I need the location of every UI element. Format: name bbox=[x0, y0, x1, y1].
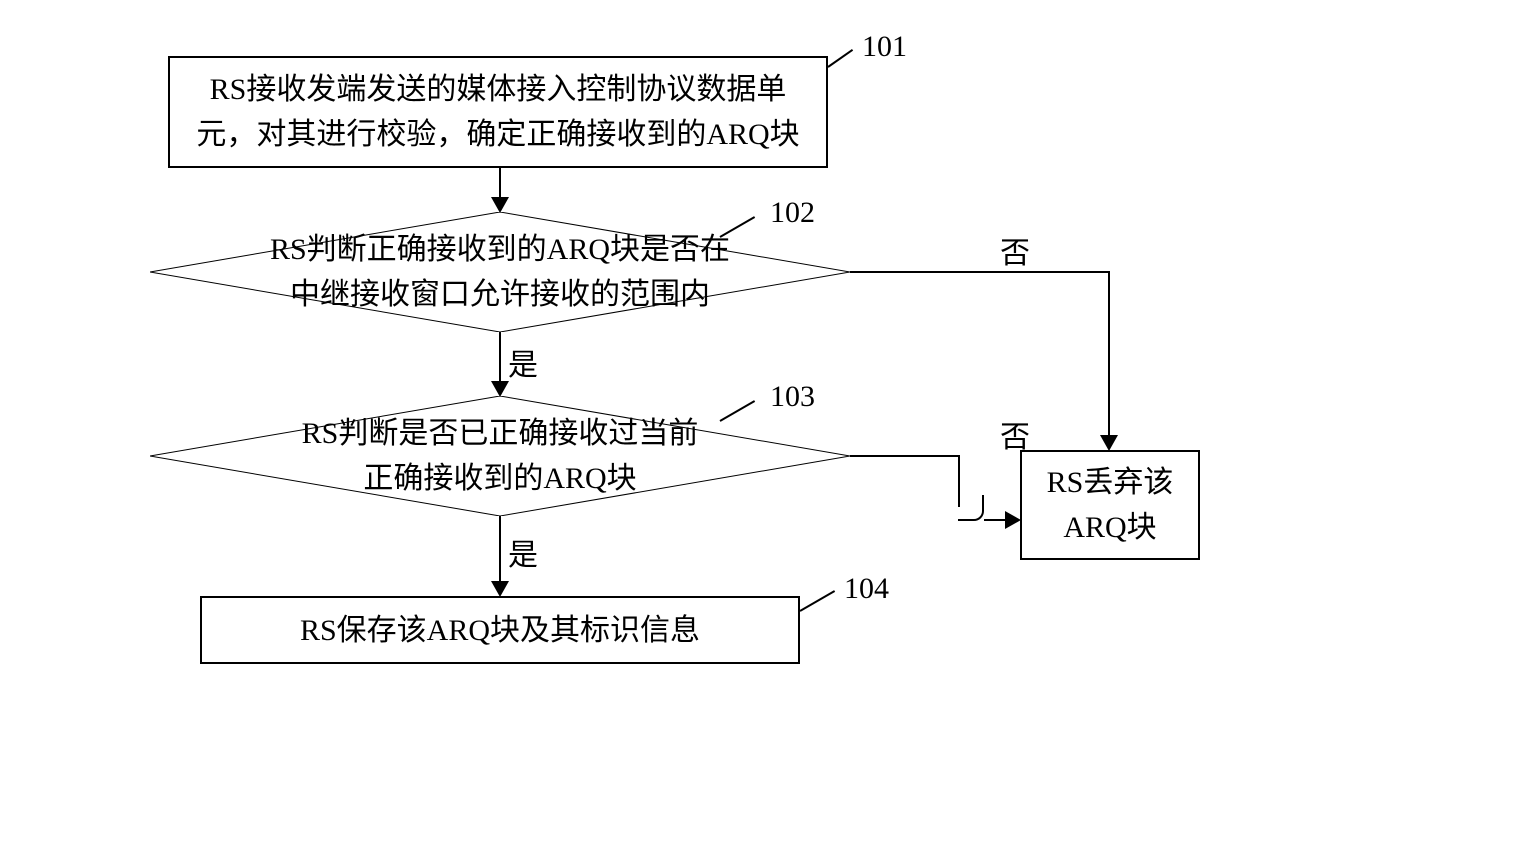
ref-101-tick bbox=[827, 49, 853, 68]
decision-102-line1: RS判断正确接收到的ARQ块是否在 bbox=[270, 227, 730, 272]
arrow-101-102-head bbox=[491, 197, 509, 213]
decision-103-diamond: RS判断是否已正确接收过当前 正确接收到的ARQ块 bbox=[150, 396, 850, 516]
ref-102-label: 102 bbox=[770, 196, 815, 230]
arrow-102-no-h bbox=[850, 271, 1110, 273]
step-101-rect: RS接收发端发送的媒体接入控制协议数据单 元，对其进行校验，确定正确接收到的AR… bbox=[168, 56, 828, 168]
decision-102-text: RS判断正确接收到的ARQ块是否在 中继接收窗口允许接收的范围内 bbox=[150, 212, 850, 332]
step-101-line1: RS接收发端发送的媒体接入控制协议数据单 bbox=[210, 67, 787, 112]
label-103-yes: 是 bbox=[508, 530, 538, 574]
decision-103-line2: 正确接收到的ARQ块 bbox=[363, 456, 636, 501]
arrow-103-no-head bbox=[1005, 511, 1021, 529]
step-104-line1: RS保存该ARQ块及其标识信息 bbox=[300, 608, 700, 653]
arrow-103-no-v bbox=[958, 455, 960, 507]
ref-104-tick bbox=[800, 590, 836, 612]
ref-103-label: 103 bbox=[770, 380, 815, 414]
arrow-101-102 bbox=[499, 168, 501, 198]
decision-103-text: RS判断是否已正确接收过当前 正确接收到的ARQ块 bbox=[150, 396, 850, 516]
arrow-102-103 bbox=[499, 332, 501, 382]
discard-line1: RS丢弃该 bbox=[1047, 460, 1174, 505]
decision-102-line2: 中继接收窗口允许接收的范围内 bbox=[290, 272, 710, 317]
arrow-102-103-head bbox=[491, 381, 509, 397]
decision-103-line1: RS判断是否已正确接收过当前 bbox=[302, 411, 699, 456]
arrow-103-104 bbox=[499, 516, 501, 582]
arrow-103-no-h2 bbox=[984, 519, 1006, 521]
arrow-102-no-v bbox=[1108, 271, 1110, 436]
ref-101-label: 101 bbox=[862, 30, 907, 64]
decision-102-diamond: RS判断正确接收到的ARQ块是否在 中继接收窗口允许接收的范围内 bbox=[150, 212, 850, 332]
label-103-no: 否 bbox=[1000, 412, 1030, 456]
step-104-rect: RS保存该ARQ块及其标识信息 bbox=[200, 596, 800, 664]
discard-rect: RS丢弃该 ARQ块 bbox=[1020, 450, 1200, 560]
arrow-102-no-head bbox=[1100, 435, 1118, 451]
discard-line2: ARQ块 bbox=[1063, 505, 1156, 550]
arrow-103-104-head bbox=[491, 581, 509, 597]
arrow-103-no-corner bbox=[958, 495, 984, 521]
arrow-103-no-h1 bbox=[850, 455, 960, 457]
ref-104-label: 104 bbox=[844, 572, 889, 606]
label-102-no: 否 bbox=[1000, 228, 1030, 272]
label-102-yes: 是 bbox=[508, 340, 538, 384]
step-101-line2: 元，对其进行校验，确定正确接收到的ARQ块 bbox=[196, 112, 799, 157]
